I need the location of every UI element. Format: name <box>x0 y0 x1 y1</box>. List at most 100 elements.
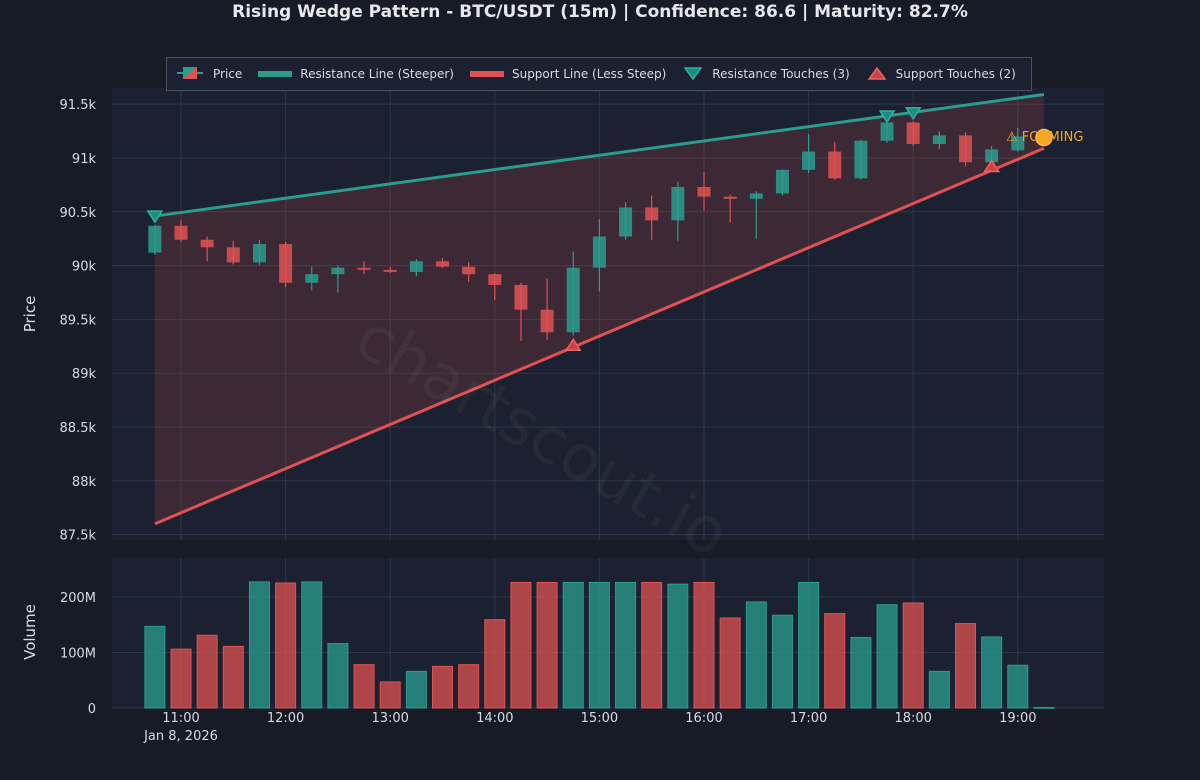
volume-bar <box>144 625 166 709</box>
time-tick-label: 19:00 <box>999 711 1036 726</box>
price-tick-label: 90.5k <box>60 206 97 221</box>
candle-body <box>828 151 842 179</box>
legend-item-resistance-touches[interactable]: Resistance Touches (3) <box>682 65 850 84</box>
price-axis-title: Price <box>21 296 39 333</box>
candle-body <box>854 140 868 179</box>
candle-body <box>723 196 737 199</box>
support-line <box>154 146 1045 526</box>
volume-bar <box>876 604 898 709</box>
time-tick-label: 14:00 <box>476 711 513 726</box>
volume-bar <box>222 645 244 709</box>
candle-body <box>749 193 763 199</box>
legend-label: Price <box>213 67 243 81</box>
forming-label: ⚠ FORMING <box>1006 130 1083 145</box>
volume-bar <box>798 581 820 709</box>
candle-body <box>932 135 946 144</box>
candle-body <box>252 244 266 263</box>
time-tick-label: 12:00 <box>267 711 304 726</box>
price-tick-label: 87.5k <box>60 529 97 544</box>
support-touch-marker <box>983 159 1001 173</box>
volume-axis-title: Volume <box>21 604 39 660</box>
resistance-touch-marker <box>904 107 922 121</box>
candle-body <box>148 225 162 253</box>
volume-bar <box>432 665 453 709</box>
candle-body <box>906 122 920 144</box>
legend-item-price[interactable]: Price <box>175 65 242 84</box>
candle-body <box>880 122 894 141</box>
volume-bar <box>641 581 663 709</box>
candle-body <box>1011 136 1025 151</box>
volume-bar <box>719 617 741 709</box>
time-tick-label: 15:00 <box>581 711 618 726</box>
candle-body <box>645 207 659 221</box>
candle-body <box>671 187 685 221</box>
axes: 87.5k 88k 88.5k 89k 89.5k 90k 90.5k 91k 91.5k 0 10… <box>60 98 1037 726</box>
candle-body <box>775 169 789 194</box>
line-swatch-icon <box>469 67 504 81</box>
volume-bar <box>1033 706 1055 709</box>
volume-bar <box>301 581 323 709</box>
chart-title: Rising Wedge Pattern - BTC/USDT (15m) | … <box>232 2 968 22</box>
candle-body <box>226 247 240 263</box>
volume-tick-label: 200M <box>60 591 96 606</box>
volume-bar <box>196 634 218 709</box>
volume-bar <box>458 664 480 709</box>
candle-body <box>802 151 816 170</box>
volume-bar <box>850 636 872 709</box>
volume-bar <box>745 601 767 709</box>
volume-bar <box>170 648 192 709</box>
volume-bar <box>955 623 976 709</box>
candle-body <box>462 266 476 275</box>
candle-body <box>383 269 397 273</box>
candle-swatch-icon <box>175 65 205 84</box>
volume-bar <box>902 602 924 709</box>
line-swatch-icon <box>258 67 293 81</box>
price-tick-label: 91k <box>72 152 97 167</box>
candle-body <box>305 274 319 283</box>
volume-bar <box>353 664 375 709</box>
price-tick-label: 89k <box>72 367 97 382</box>
candle-body <box>959 135 972 163</box>
candle-body <box>592 236 606 268</box>
volume-bar <box>405 670 427 709</box>
legend-label: Support Touches (2) <box>895 67 1016 81</box>
volume-bar <box>693 581 715 709</box>
volume-tick-label: 100M <box>60 646 96 661</box>
legend-item-support-touches[interactable]: Support Touches (2) <box>866 65 1016 84</box>
candle-body <box>200 239 214 248</box>
volume-bar <box>1007 664 1029 709</box>
candle-body <box>985 149 999 163</box>
support-touch-marker <box>564 337 582 351</box>
wedge-fill <box>154 94 1044 524</box>
price-tick-label: 88k <box>72 475 97 490</box>
legend-item-support[interactable]: Support Line (Less Steep) <box>469 67 666 81</box>
price-tick-label: 90k <box>72 260 97 275</box>
volume-bars <box>144 581 1055 709</box>
volume-bar <box>484 619 506 709</box>
volume-bar <box>667 583 689 709</box>
candle-body <box>357 267 371 270</box>
candle-body <box>331 267 345 275</box>
time-tick-label: 17:00 <box>790 711 827 726</box>
candle-body <box>279 244 293 283</box>
legend-label: Resistance Line (Steeper) <box>300 67 454 81</box>
candle-body <box>488 274 502 285</box>
x-date-label: Jan 8, 2026 <box>143 729 218 744</box>
legend-label: Resistance Touches (3) <box>712 67 850 81</box>
candles <box>148 114 1051 341</box>
volume-bar <box>327 643 349 709</box>
resistance-line <box>154 92 1045 218</box>
price-panel-bg <box>112 88 1104 540</box>
triangle-down-icon <box>682 65 704 84</box>
trend-lines <box>154 92 1045 526</box>
volume-bar <box>379 681 401 709</box>
legend[interactable]: Price Resistance Line (Steeper) Support … <box>166 57 1032 91</box>
legend-item-resistance[interactable]: Resistance Line (Steeper) <box>258 67 454 81</box>
touch-markers <box>146 107 1053 351</box>
volume-bar <box>771 614 793 709</box>
volume-bar <box>824 613 846 709</box>
volume-bar <box>510 581 532 709</box>
time-tick-label: 13:00 <box>371 711 408 726</box>
candle-body <box>697 187 711 197</box>
